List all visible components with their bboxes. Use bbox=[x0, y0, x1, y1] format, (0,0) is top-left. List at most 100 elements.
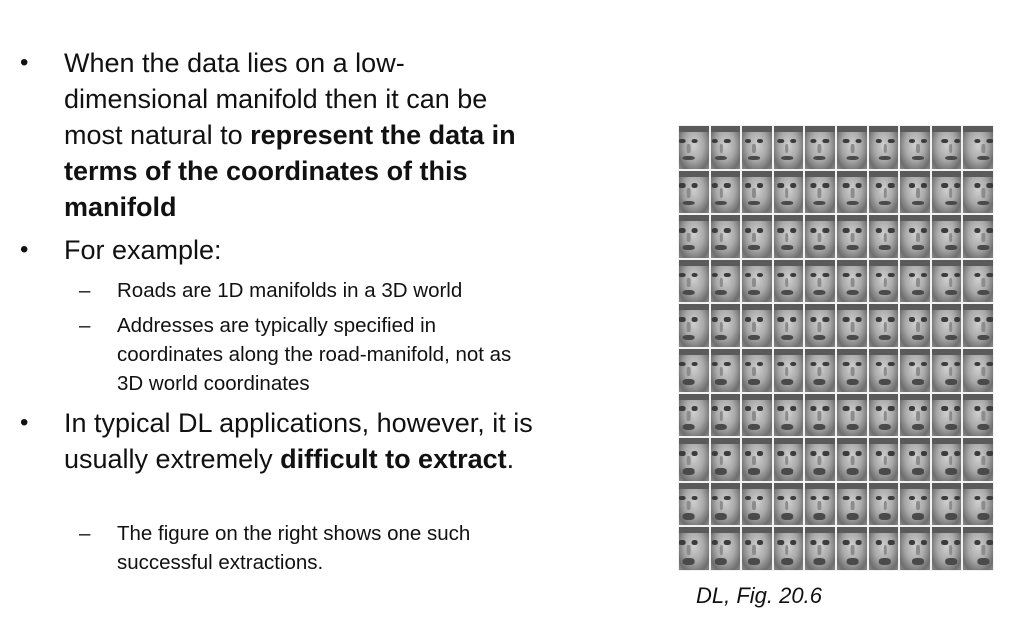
face-thumbnail bbox=[836, 526, 868, 571]
face-thumbnail bbox=[709, 303, 742, 348]
face-thumbnail bbox=[709, 392, 742, 438]
face-thumbnail bbox=[836, 347, 868, 393]
bullet-text-end: . bbox=[506, 444, 515, 474]
face-thumbnail bbox=[899, 392, 931, 438]
face-thumbnail bbox=[709, 169, 742, 215]
face-thumbnail bbox=[741, 347, 773, 393]
face-thumbnail bbox=[772, 437, 805, 482]
bullet-marker: • bbox=[20, 49, 29, 76]
face-thumbnail bbox=[804, 125, 836, 170]
face-thumbnail bbox=[804, 526, 836, 571]
face-thumbnail bbox=[899, 169, 931, 215]
face-thumbnail bbox=[772, 169, 805, 215]
face-thumbnail bbox=[678, 303, 710, 348]
face-thumbnail bbox=[867, 125, 900, 170]
face-thumbnail bbox=[899, 347, 931, 393]
face-thumbnail bbox=[741, 303, 773, 348]
face-thumbnail bbox=[930, 258, 963, 304]
face-thumbnail bbox=[836, 258, 868, 304]
face-thumbnail bbox=[772, 214, 805, 259]
bullet-text: In typical DL applications, however, it … bbox=[64, 408, 533, 474]
face-thumbnail bbox=[772, 258, 805, 304]
face-thumbnail bbox=[709, 526, 742, 571]
face-thumbnail bbox=[836, 437, 868, 482]
face-thumbnail bbox=[930, 347, 963, 393]
face-thumbnail bbox=[678, 214, 710, 259]
face-thumbnail bbox=[678, 347, 710, 393]
face-thumbnail bbox=[867, 347, 900, 393]
bullet-marker: • bbox=[20, 236, 29, 263]
face-thumbnail bbox=[741, 437, 773, 482]
face-thumbnail bbox=[867, 258, 900, 304]
face-thumbnail bbox=[804, 437, 836, 482]
face-thumbnail bbox=[804, 481, 836, 527]
bullet-item-example: • For example: bbox=[20, 232, 534, 268]
bullet-item-manifold: • When the data lies on a low-dimensiona… bbox=[20, 45, 534, 225]
face-thumbnail bbox=[867, 303, 900, 348]
face-thumbnail bbox=[962, 169, 994, 215]
face-thumbnail bbox=[678, 437, 710, 482]
sub-bullet-marker: – bbox=[79, 279, 91, 302]
face-thumbnail bbox=[741, 125, 773, 170]
face-thumbnail bbox=[930, 526, 963, 571]
face-thumbnail bbox=[962, 392, 994, 438]
sub-bullet-text: Roads are 1D manifolds in a 3D world bbox=[117, 279, 463, 302]
face-thumbnail bbox=[962, 125, 994, 170]
face-thumbnail bbox=[930, 214, 963, 259]
face-thumbnail bbox=[962, 347, 994, 393]
face-thumbnail bbox=[962, 214, 994, 259]
face-thumbnail bbox=[804, 258, 836, 304]
bullet-marker: • bbox=[20, 409, 29, 436]
face-thumbnail bbox=[867, 214, 900, 259]
bullet-text: For example: bbox=[64, 235, 222, 265]
face-thumbnail bbox=[867, 169, 900, 215]
face-thumbnail bbox=[741, 214, 773, 259]
face-thumbnail bbox=[772, 526, 805, 571]
sub-bullet-addresses: – Addresses are typically specified in c… bbox=[79, 311, 537, 398]
sub-bullet-marker: – bbox=[79, 522, 91, 545]
face-thumbnail bbox=[836, 214, 868, 259]
face-thumbnail bbox=[804, 303, 836, 348]
face-thumbnail bbox=[867, 437, 900, 482]
face-thumbnail bbox=[899, 437, 931, 482]
face-thumbnail bbox=[804, 169, 836, 215]
sub-bullet-roads: – Roads are 1D manifolds in a 3D world bbox=[79, 276, 547, 305]
bullet-bold-text: represent the data in terms of the coord… bbox=[64, 120, 516, 222]
face-thumbnail bbox=[804, 347, 836, 393]
sub-bullet-figure-note: – The figure on the right shows one such… bbox=[79, 519, 517, 577]
face-thumbnail bbox=[899, 526, 931, 571]
face-thumbnail bbox=[899, 481, 931, 527]
face-thumbnail bbox=[709, 437, 742, 482]
face-thumbnail bbox=[930, 437, 963, 482]
face-thumbnail bbox=[804, 214, 836, 259]
face-thumbnail bbox=[772, 125, 805, 170]
face-thumbnail bbox=[772, 392, 805, 438]
face-thumbnail bbox=[836, 481, 868, 527]
face-thumbnail bbox=[899, 303, 931, 348]
face-thumbnail bbox=[678, 258, 710, 304]
face-thumbnail bbox=[741, 169, 773, 215]
face-thumbnail bbox=[709, 481, 742, 527]
sub-bullet-text: Addresses are typically specified in coo… bbox=[117, 314, 512, 395]
face-thumbnail bbox=[772, 481, 805, 527]
face-thumbnail bbox=[867, 392, 900, 438]
face-thumbnail bbox=[709, 258, 742, 304]
face-thumbnail bbox=[709, 214, 742, 259]
face-manifold-figure bbox=[678, 125, 994, 571]
face-thumbnail bbox=[709, 125, 742, 170]
face-thumbnail bbox=[836, 392, 868, 438]
face-thumbnail bbox=[678, 481, 710, 527]
face-thumbnail bbox=[899, 214, 931, 259]
face-thumbnail bbox=[772, 347, 805, 393]
face-thumbnail bbox=[962, 437, 994, 482]
face-thumbnail bbox=[867, 481, 900, 527]
sub-bullet-text: The figure on the right shows one such s… bbox=[117, 522, 471, 574]
face-thumbnail bbox=[930, 392, 963, 438]
face-thumbnail bbox=[709, 347, 742, 393]
face-thumbnail bbox=[836, 125, 868, 170]
face-thumbnail bbox=[772, 303, 805, 348]
face-thumbnail bbox=[678, 169, 710, 215]
bullet-bold-text: difficult to extract bbox=[280, 444, 507, 474]
face-thumbnail bbox=[962, 481, 994, 527]
face-thumbnail bbox=[741, 392, 773, 438]
